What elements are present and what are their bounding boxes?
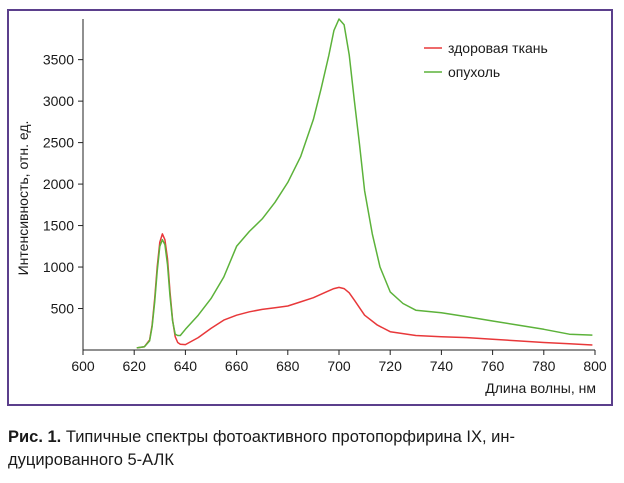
figure-caption-text-line2: дуцированного 5-АЛК xyxy=(8,451,174,469)
y-tick-label: 3000 xyxy=(43,93,74,109)
x-tick-label: 760 xyxy=(481,358,505,374)
x-tick-label: 600 xyxy=(71,358,95,374)
y-tick-label: 1500 xyxy=(43,218,74,234)
x-tick-label: 640 xyxy=(174,358,198,374)
series-line-healthy-tissue xyxy=(136,233,593,349)
y-tick-label: 2500 xyxy=(43,135,74,151)
figure-caption: Рис. 1. Типичные спектры фотоактивного п… xyxy=(8,426,614,472)
y-tick-label: 2000 xyxy=(43,176,74,192)
figure-caption-label: Рис. 1. xyxy=(8,428,62,446)
x-tick-label: 780 xyxy=(532,358,556,374)
y-tick-label: 3500 xyxy=(43,52,74,68)
x-tick-label: 680 xyxy=(276,358,300,374)
x-axis-ticks: 600 620 640 660 680 700 720 740 760 780 800 xyxy=(71,350,607,374)
x-tick-label: 660 xyxy=(225,358,249,374)
y-axis-ticks: 500 1000 1500 2000 2500 3000 3500 xyxy=(43,52,83,317)
chart-series xyxy=(136,18,593,349)
x-tick-label: 740 xyxy=(430,358,454,374)
x-axis-title: Длина волны, нм xyxy=(485,380,596,396)
figure-caption-text-line1: Типичные спектры фотоактивного протопорф… xyxy=(61,428,516,446)
legend-label-healthy: здоровая ткань xyxy=(448,40,548,56)
series-line-tumor xyxy=(136,18,593,349)
spectrum-chart: 600 620 640 660 680 700 720 740 760 780 800 500 100… xyxy=(15,18,607,396)
x-tick-label: 700 xyxy=(327,358,351,374)
x-tick-label: 800 xyxy=(583,358,607,374)
y-axis-title: Интенсивность, отн. ед. xyxy=(15,121,31,276)
chart-axes xyxy=(82,19,595,351)
chart-legend: здоровая ткань опухоль xyxy=(424,40,548,80)
legend-label-tumor: опухоль xyxy=(448,64,500,80)
x-tick-label: 720 xyxy=(379,358,403,374)
x-tick-label: 620 xyxy=(123,358,147,374)
y-tick-label: 500 xyxy=(51,301,75,317)
y-tick-label: 1000 xyxy=(43,259,74,275)
